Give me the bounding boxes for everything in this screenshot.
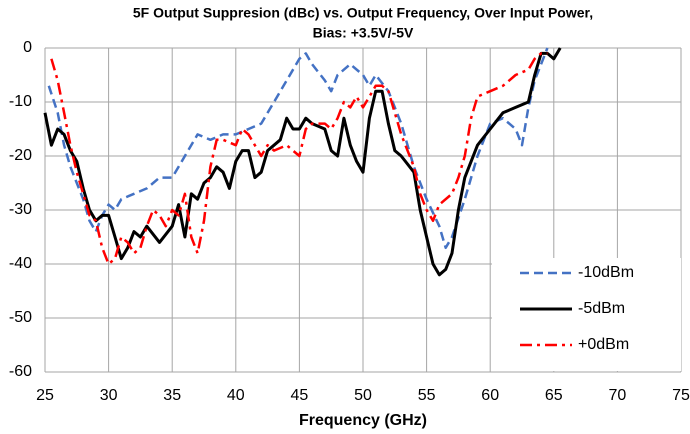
x-tick-label: 60 [481,387,499,404]
y-tick-label: -60 [9,363,32,380]
y-tick-label: 0 [23,39,32,56]
chart-title: 5F Output Suppresion (dBc) vs. Output Fr… [133,5,593,21]
series-line [50,52,548,266]
x-axis-title: Frequency (GHz) [299,412,427,429]
x-tick-label: 25 [36,387,54,404]
y-tick-label: -40 [9,255,32,272]
x-tick-label: 55 [418,387,436,404]
series-line [47,47,549,250]
x-tick-label: 65 [545,387,563,404]
y-tick-label: -10 [9,93,32,110]
y-tick-label: -30 [9,201,32,218]
legend-label: -10dBm [578,264,634,281]
x-tick-label: 45 [291,387,309,404]
legend-label: +0dBm [578,336,629,353]
y-tick-label: -50 [9,309,32,326]
legend-box [492,258,681,371]
legend-label: -5dBm [578,300,625,317]
x-tick-label: 35 [163,387,181,404]
series-line [43,47,562,277]
y-tick-label: -20 [9,147,32,164]
chart-title: Bias: +3.5V/-5V [313,25,414,41]
x-tick-label: 30 [100,387,118,404]
x-tick-label: 75 [672,387,690,404]
x-tick-label: 40 [227,387,245,404]
x-tick-label: 50 [354,387,372,404]
x-tick-label: 70 [609,387,627,404]
